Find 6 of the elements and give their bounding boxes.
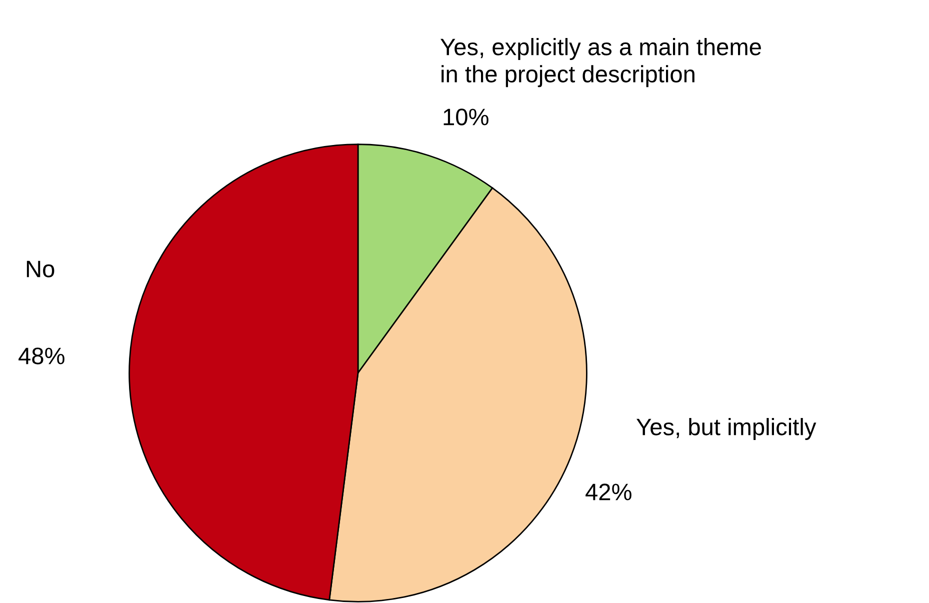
slice-label: Yes, but implicitly: [636, 418, 816, 440]
data-label: 48%: [18, 348, 64, 364]
slice-label: Yes, explicitly as a main theme in the project description: [440, 38, 761, 88]
data-label: 10%: [444, 108, 488, 126]
slice-label: No: [26, 260, 54, 278]
data-label: 42%: [586, 484, 632, 500]
